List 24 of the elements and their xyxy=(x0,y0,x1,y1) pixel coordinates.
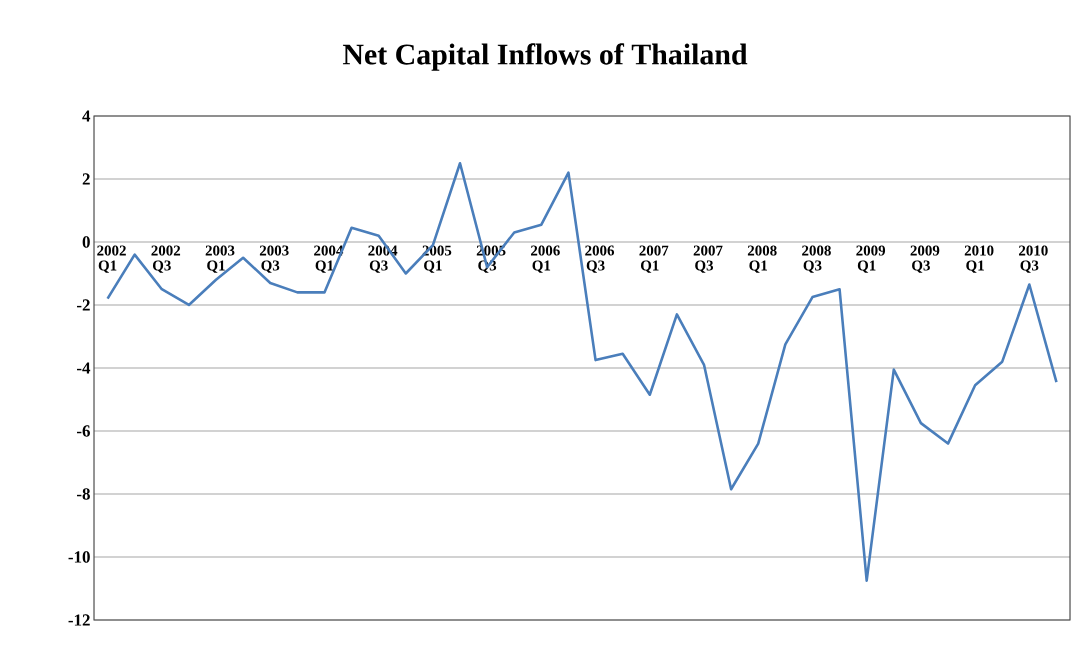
x-tick-label: 2010 Q3 xyxy=(1019,245,1048,273)
y-tick-label: -8 xyxy=(77,488,90,500)
y-tick-label: 4 xyxy=(82,110,91,122)
x-tick-label: 2006 Q3 xyxy=(585,245,615,273)
x-tick-label: 2008 Q1 xyxy=(747,245,777,273)
y-tick-label: 0 xyxy=(82,236,90,248)
x-tick-label: 2003 Q3 xyxy=(259,245,289,273)
x-tick-label: 2010 Q1 xyxy=(964,245,994,273)
x-tick-label: 2002 Q3 xyxy=(151,245,181,273)
x-tick-label: 2009 Q3 xyxy=(910,245,940,273)
y-tick-label: 2 xyxy=(82,173,90,185)
x-tick-label: 2002 Q1 xyxy=(97,245,126,273)
x-tick-label: 2003 Q1 xyxy=(205,245,235,273)
x-tick-label: 2007 Q1 xyxy=(639,245,669,273)
y-tick-label: -12 xyxy=(68,614,90,626)
x-tick-label: 2008 Q3 xyxy=(802,245,831,273)
x-tick-label: 2006 Q1 xyxy=(531,245,560,273)
chart-title: Net Capital Inflows of Thailand xyxy=(342,43,748,71)
y-tick-label: -4 xyxy=(77,362,91,374)
x-tick-label: 2007 Q3 xyxy=(693,245,723,273)
x-tick-label: 2009 Q1 xyxy=(856,245,886,273)
y-tick-label: -6 xyxy=(77,425,90,437)
y-tick-label: -2 xyxy=(77,299,90,311)
y-tick-label: -10 xyxy=(68,551,90,563)
